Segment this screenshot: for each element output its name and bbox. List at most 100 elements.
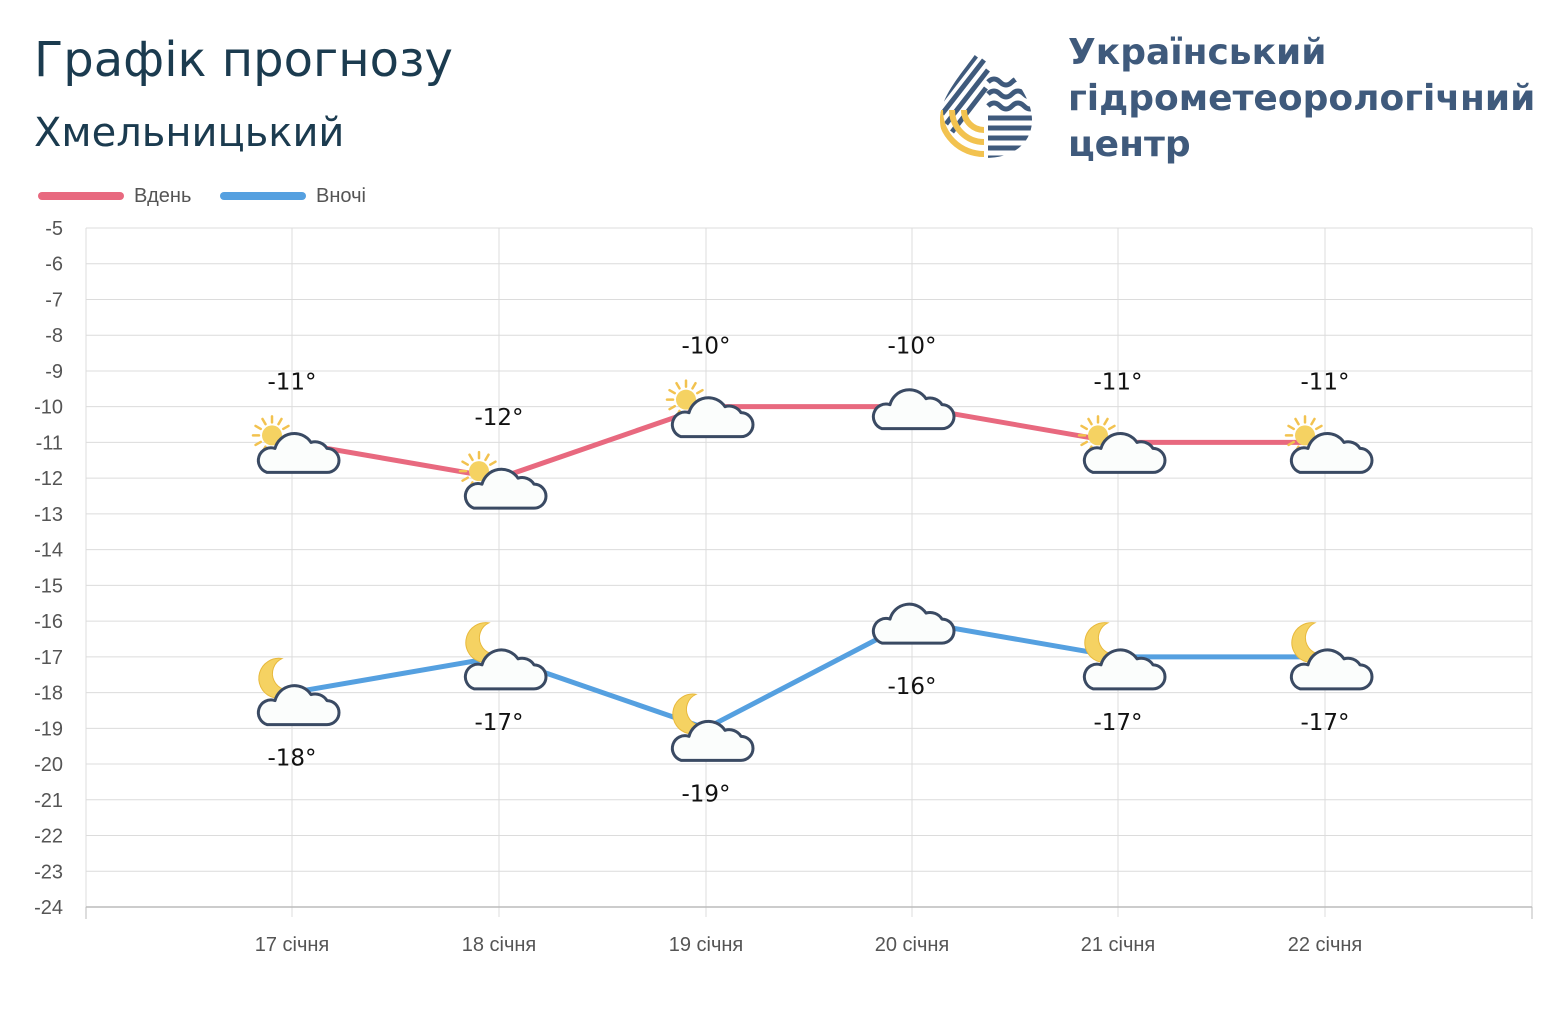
sun-ray: [461, 460, 469, 466]
x-tick-label: 20 січня: [875, 934, 950, 956]
legend-label-day: Вдень: [134, 184, 192, 207]
sun-cloud-icon: [665, 379, 755, 439]
y-tick-label: -9: [45, 361, 63, 383]
y-tick-label: -15: [34, 575, 63, 597]
legend-item-night[interactable]: Вночі: [220, 182, 366, 210]
org-line-2: гідрометеорологічний: [1068, 78, 1536, 119]
grid-lines: [85, 227, 1533, 917]
data-label: -19°: [681, 781, 730, 807]
sun-ray: [461, 476, 469, 482]
sun-ray: [1287, 424, 1295, 431]
cloud-shape: [871, 388, 956, 431]
sun-ray: [1087, 417, 1093, 426]
night-series-line: [289, 618, 1328, 731]
header: Графік прогнозу Хмельницький: [0, 0, 1564, 180]
y-tick-label: -22: [34, 826, 63, 848]
y-tick-label: -19: [34, 718, 63, 740]
y-tick-label: -17: [34, 647, 63, 669]
sun-ray: [668, 404, 676, 411]
sun-ray: [1315, 424, 1323, 431]
data-label: -12°: [474, 405, 523, 431]
city-name: Хмельницький: [34, 110, 345, 156]
moon-cloud-icon: [1289, 622, 1374, 691]
sun-ray: [691, 381, 697, 390]
sun-ray: [1287, 440, 1295, 447]
cloud-shape: [871, 602, 956, 645]
x-tick-label: 18 січня: [462, 934, 537, 956]
sun-ray: [1080, 424, 1088, 431]
sun-cloud-icon: [1284, 415, 1374, 474]
y-tick-label: -16: [34, 611, 63, 633]
y-tick-label: -12: [34, 468, 63, 490]
data-label: -10°: [681, 334, 730, 360]
page-title: Графік прогнозу: [34, 32, 453, 88]
cloud-shape: [1082, 432, 1167, 474]
y-tick-label: -11: [36, 432, 63, 454]
sun-cloud-icon: [251, 415, 341, 474]
moon-cloud-icon: [463, 622, 548, 691]
x-tick-label: 17 січня: [255, 934, 330, 956]
sun-disc: [676, 389, 696, 410]
sun-ray: [484, 453, 490, 462]
y-tick-label: -13: [34, 504, 63, 526]
cloud-shape: [670, 719, 755, 762]
x-tick-label: 19 січня: [669, 934, 744, 956]
sun-ray: [668, 388, 676, 395]
cloud-shape: [256, 432, 341, 474]
data-label: -16°: [887, 674, 936, 700]
y-tick-label: -8: [45, 325, 63, 347]
cloud-shape: [1289, 648, 1374, 691]
cloud-shape: [256, 684, 341, 727]
legend-item-day[interactable]: Вдень: [38, 182, 191, 210]
sun-ray: [1310, 417, 1316, 426]
sun-ray: [468, 453, 474, 462]
cloud-icon: [871, 602, 956, 645]
cloud-shape: [670, 396, 755, 439]
sun-ray: [282, 424, 290, 431]
data-label: -11°: [1300, 369, 1349, 395]
moon-cloud-icon: [1082, 622, 1167, 691]
data-label: -17°: [1300, 710, 1349, 736]
y-tick-label: -21: [34, 790, 63, 812]
sun-cloud-icon: [1077, 415, 1167, 474]
sun-ray: [696, 388, 704, 395]
data-label: -17°: [1093, 710, 1142, 736]
org-line-1: Український: [1068, 32, 1327, 73]
cloud-shape: [1289, 432, 1374, 474]
sun-disc: [469, 461, 489, 482]
data-label: -11°: [267, 369, 316, 395]
sun-ray: [1294, 417, 1300, 426]
sun-ray: [1080, 440, 1088, 447]
sun-ray: [1108, 424, 1116, 431]
moon-cloud-icon: [256, 657, 341, 727]
y-tick-label: -18: [34, 683, 63, 705]
y-tick-label: -5: [45, 218, 63, 240]
sun-disc: [1088, 425, 1108, 446]
data-label: -10°: [887, 334, 936, 360]
sun-ray: [254, 440, 262, 447]
sun-ray: [489, 460, 497, 466]
y-tick-label: -7: [45, 289, 63, 311]
legend-label-night: Вночі: [316, 184, 366, 207]
sun-disc: [1295, 425, 1315, 446]
y-tick-label: -10: [34, 397, 63, 419]
hydromet-logo: [940, 38, 1032, 158]
cloud-icon: [871, 388, 956, 431]
y-tick-label: -6: [45, 254, 63, 276]
moon-cloud-icon: [670, 693, 755, 762]
sun-ray: [277, 417, 283, 426]
y-tick-label: -20: [34, 754, 63, 776]
y-tick-label: -14: [34, 540, 63, 562]
x-tick-label: 22 січня: [1288, 934, 1363, 956]
sun-ray: [1103, 417, 1109, 426]
data-label: -11°: [1093, 369, 1142, 395]
data-label: -17°: [474, 710, 523, 736]
sun-ray: [261, 417, 267, 426]
cloud-shape: [463, 648, 548, 691]
legend-swatch-night: [220, 192, 306, 200]
y-tick-label: -24: [34, 897, 63, 919]
sun-cloud-icon: [458, 450, 548, 510]
org-name: Український гідрометеорологічний центр: [1068, 30, 1535, 168]
sun-ray: [254, 424, 262, 431]
